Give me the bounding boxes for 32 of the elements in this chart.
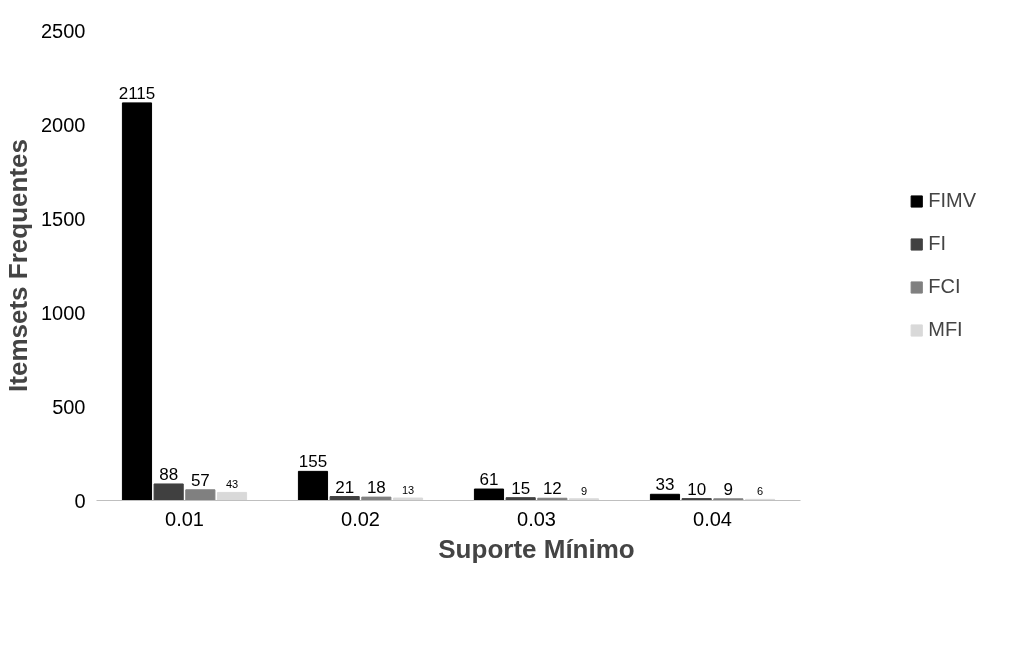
legend-label: FI — [928, 232, 947, 255]
data-label: 61 — [479, 470, 499, 490]
data-label: 155 — [298, 452, 328, 472]
x-tick-label: 0.01 — [165, 507, 204, 530]
y-tick-label: 1000 — [41, 301, 86, 324]
data-label: 10 — [687, 479, 707, 499]
data-label: 12 — [542, 479, 562, 499]
y-tick-label: 2000 — [41, 113, 86, 136]
y-tick-label: 500 — [52, 395, 86, 418]
data-label: 15 — [511, 478, 531, 498]
x-tick-label: 0.03 — [517, 507, 556, 530]
data-label: 88 — [159, 464, 179, 484]
legend-label: FIMV — [928, 189, 976, 212]
data-label: 13 — [401, 484, 415, 497]
legend-label: FCI — [928, 275, 962, 298]
x-axis-title: Suporte Mínimo — [438, 533, 635, 564]
legend-label: MFI — [928, 318, 964, 341]
data-label: 2115 — [118, 83, 156, 103]
data-label: 18 — [366, 478, 386, 498]
y-tick-label: 2500 — [41, 19, 86, 42]
y-tick-label: 0 — [74, 489, 86, 512]
x-tick-label: 0.04 — [693, 507, 732, 530]
data-label: 6 — [756, 485, 764, 498]
data-label: 33 — [655, 475, 675, 495]
data-label: 57 — [190, 470, 210, 490]
x-tick-label: 0.02 — [341, 507, 380, 530]
y-tick-label: 1500 — [41, 207, 86, 230]
data-label: 9 — [723, 479, 734, 499]
y-axis-title: Itemsets Frequentes — [3, 139, 34, 392]
data-label: 21 — [335, 477, 355, 497]
data-label: 43 — [225, 478, 239, 491]
data-label: 9 — [580, 484, 588, 497]
